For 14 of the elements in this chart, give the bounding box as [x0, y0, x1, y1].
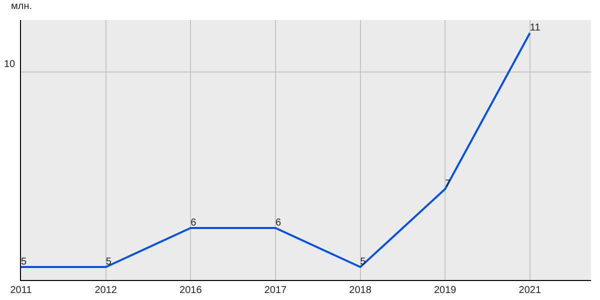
y-axis-title: млн. [11, 1, 32, 12]
ref-line-label: 10 [4, 59, 16, 70]
data-label: 5 [21, 256, 27, 268]
data-label: 11 [530, 22, 541, 34]
x-tick-label: 2019 [434, 285, 457, 296]
x-tick-label: 2011 [10, 285, 32, 296]
data-label: 6 [190, 218, 197, 228]
x-tick-label: 2018 [349, 285, 372, 296]
x-tick-label: 2017 [264, 285, 288, 296]
x-tick-label: 2016 [180, 285, 202, 296]
data-label: 5 [106, 256, 112, 268]
x-tick-label: 2021 [518, 285, 542, 296]
data-label: 6 [275, 218, 282, 228]
x-tick-label: 2012 [94, 285, 118, 296]
